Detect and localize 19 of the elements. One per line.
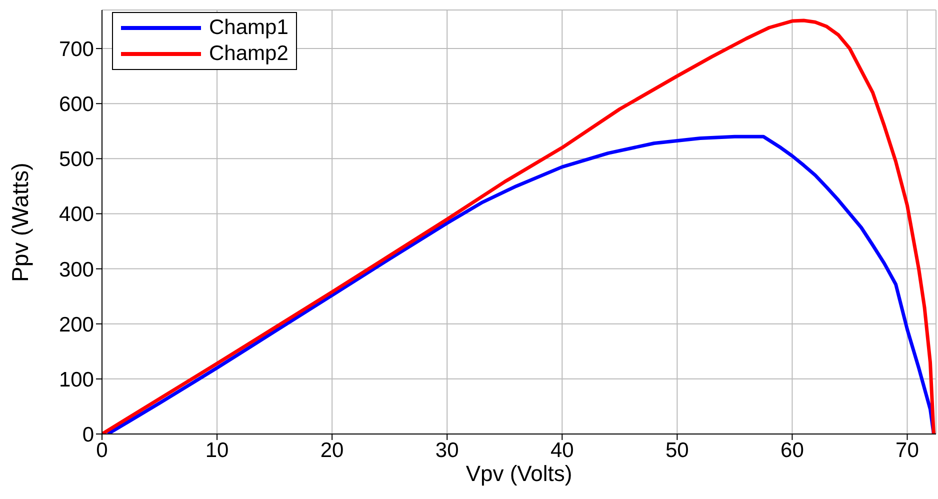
y-tick-label: 300 <box>58 258 94 282</box>
x-tick-label: 20 <box>320 438 344 462</box>
y-tick-label: 200 <box>58 313 94 336</box>
x-tick-label: 40 <box>550 438 574 462</box>
x-tick-label: 70 <box>896 438 919 462</box>
y-axis-title: Ppv (Watts) <box>7 162 34 282</box>
y-tick-label: 0 <box>82 423 94 446</box>
x-tick-label: 30 <box>435 438 459 462</box>
legend-label: Champ2 <box>209 41 288 67</box>
x-tick-label: 50 <box>665 438 689 462</box>
y-tick-label: 400 <box>58 203 94 226</box>
y-tick-label: 600 <box>58 93 94 116</box>
x-tick-label: 60 <box>780 438 804 462</box>
x-tick-label: 10 <box>205 438 229 462</box>
x-axis-title: Vpv (Volts) <box>466 461 572 486</box>
y-tick-label: 100 <box>58 368 94 392</box>
y-tick-label: 700 <box>58 38 94 61</box>
legend-label: Champ1 <box>209 15 288 41</box>
y-tick-label: 500 <box>58 148 94 172</box>
